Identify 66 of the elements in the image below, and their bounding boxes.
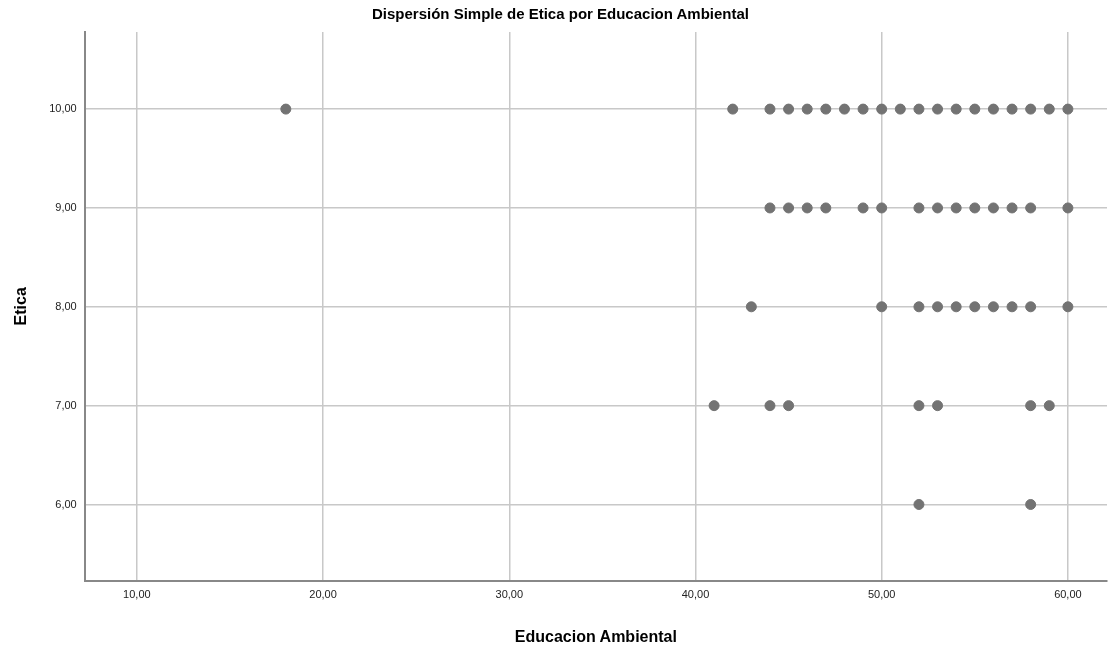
chart-title: Dispersión Simple de Etica por Educacion Ambiental: [371, 5, 750, 23]
point: [913, 498, 925, 510]
point: [727, 103, 739, 115]
point: [745, 301, 757, 313]
y-tick-label: 6,00: [55, 497, 77, 510]
point: [801, 103, 813, 115]
point: [876, 301, 888, 313]
point: [876, 103, 888, 115]
point: [1062, 103, 1074, 115]
point: [932, 301, 944, 313]
x-tick-label: 60,00: [1054, 588, 1082, 601]
point: [764, 202, 776, 214]
point: [783, 202, 795, 214]
point: [1043, 400, 1055, 412]
point: [783, 400, 795, 412]
point: [1025, 498, 1037, 510]
point: [838, 103, 850, 115]
x-tick-label: 50,00: [867, 588, 896, 601]
point: [987, 301, 999, 313]
y-tick-label: 8,00: [55, 299, 77, 312]
point: [987, 202, 999, 214]
point: [932, 103, 944, 115]
point: [932, 400, 944, 412]
point: [1006, 301, 1018, 313]
point: [1062, 202, 1074, 214]
point: [857, 202, 869, 214]
point: [1025, 301, 1037, 313]
y-axis-title: Etica: [12, 287, 30, 326]
point: [950, 103, 962, 115]
point: [857, 103, 869, 115]
x-axis-title: Educacion Ambiental: [514, 627, 677, 645]
x-tick-label: 40,00: [681, 588, 710, 601]
point: [969, 103, 981, 115]
point: [1025, 202, 1037, 214]
point: [708, 400, 720, 412]
point: [280, 103, 292, 115]
point: [932, 202, 944, 214]
x-tick-label: 20,00: [309, 588, 337, 601]
point: [764, 103, 776, 115]
point: [764, 400, 776, 412]
point: [1006, 202, 1018, 214]
point: [1025, 400, 1037, 412]
point: [1006, 103, 1018, 115]
point: [987, 103, 999, 115]
point: [1043, 103, 1055, 115]
point: [913, 103, 925, 115]
point: [950, 301, 962, 313]
point: [876, 202, 888, 214]
point: [969, 301, 981, 313]
point: [1062, 301, 1074, 313]
point: [820, 202, 832, 214]
y-tick-label: 9,00: [55, 200, 77, 213]
point: [894, 103, 906, 115]
x-tick-label: 10,00: [123, 588, 151, 601]
y-tick-label: 7,00: [55, 398, 77, 411]
x-tick-label: 30,00: [495, 588, 524, 601]
point: [1025, 103, 1037, 115]
point: [783, 103, 795, 115]
point: [801, 202, 813, 214]
point: [820, 103, 832, 115]
point: [913, 301, 925, 313]
point: [913, 202, 925, 214]
point: [913, 400, 925, 412]
y-tick-label: 10,00: [49, 102, 77, 115]
point: [950, 202, 962, 214]
point: [969, 202, 981, 214]
